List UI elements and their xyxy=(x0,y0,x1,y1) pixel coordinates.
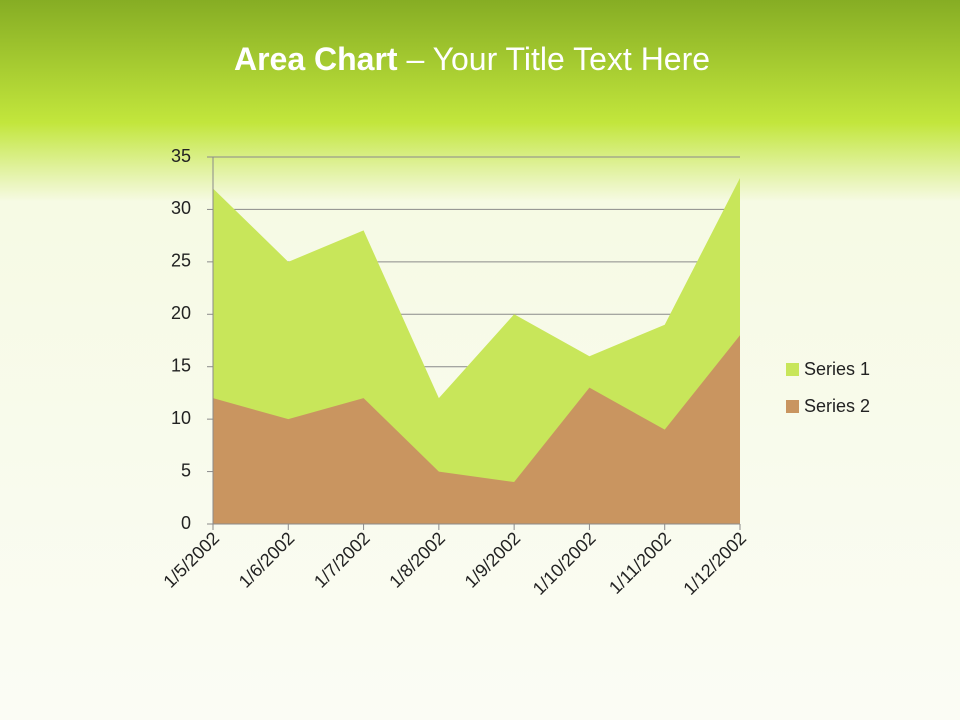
legend-label: Series 1 xyxy=(804,359,870,379)
legend-swatch xyxy=(786,363,799,376)
area xyxy=(213,335,740,524)
title-bold: Area Chart xyxy=(234,41,398,77)
slide-title: Area Chart – Your Title Text Here xyxy=(234,41,710,77)
legend-label: Series 2 xyxy=(804,396,870,416)
y-tick-label: 15 xyxy=(171,355,191,375)
legend-swatch xyxy=(786,400,799,413)
y-tick-label: 35 xyxy=(171,146,191,166)
y-tick-label: 25 xyxy=(171,251,191,271)
y-tick-label: 5 xyxy=(181,460,191,480)
y-tick-label: 10 xyxy=(171,408,191,428)
y-tick-label: 0 xyxy=(181,513,191,533)
y-tick-label: 20 xyxy=(171,303,191,323)
y-tick-label: 30 xyxy=(171,198,191,218)
title-rest: – Your Title Text Here xyxy=(406,41,710,77)
